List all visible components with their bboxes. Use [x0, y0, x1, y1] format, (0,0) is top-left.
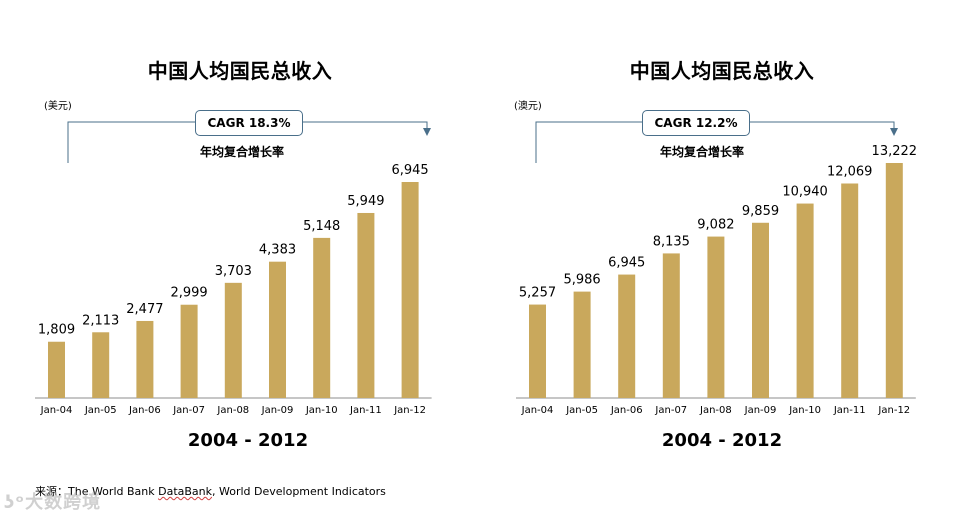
bar [662, 253, 680, 398]
bar-value-label: 4,383 [259, 243, 296, 258]
x-tick-label: Jan-07 [654, 405, 687, 416]
unit-label: (澳元) [514, 101, 542, 112]
x-tick-label: Jan-12 [393, 405, 426, 416]
period-label: 2004 - 2012 [187, 430, 309, 451]
source-note: 来源：The World Bank DataBank, World Develo… [35, 483, 386, 499]
x-tick-label: Jan-06 [128, 405, 161, 416]
bar-value-label: 2,999 [170, 286, 207, 301]
x-tick-label: Jan-10 [305, 405, 338, 416]
unit-label: (美元) [44, 101, 72, 112]
x-tick-label: Jan-09 [744, 405, 777, 416]
bar [796, 203, 814, 398]
bar [707, 236, 725, 398]
watermark-icon: ʖᵒ [4, 492, 26, 513]
x-tick-label: Jan-04 [521, 405, 554, 416]
x-tick-label: Jan-07 [172, 405, 205, 416]
x-tick-label: Jan-08 [699, 405, 732, 416]
cagr-subtitle: 年均复合增长率 [200, 145, 285, 159]
bar [180, 304, 198, 398]
bar-value-label: 6,945 [608, 256, 645, 271]
watermark-text: 大数跨境 [25, 492, 102, 513]
cagr-badge: CAGR 18.3% [195, 110, 303, 136]
period-label: 2004 - 2012 [661, 430, 783, 451]
bar [269, 261, 286, 398]
x-tick-label: Jan-11 [833, 405, 866, 416]
bar [357, 212, 375, 398]
cagr-arrow-icon [890, 128, 898, 136]
bar-value-label: 5,949 [347, 194, 384, 209]
bar-chart: 1,809 Jan-04 2,113 Jan-05 2,477 Jan-06 2,999 Ja… [35, 121, 432, 416]
source-databank: DataBank [158, 485, 213, 498]
bar-chart: 5,257 Jan-04 5,986 Jan-05 6,945 Jan-06 8,135 Ja… [516, 121, 918, 416]
bar [618, 274, 636, 398]
bar [92, 332, 110, 398]
x-tick-label: Jan-08 [216, 405, 249, 416]
bar-value-label: 2,113 [82, 313, 119, 328]
bar-value-label: 10,940 [782, 185, 828, 200]
cagr-badge: CAGR 12.2% [642, 110, 750, 136]
watermark-logo: ʖᵒ大数跨境 [4, 488, 101, 514]
bar-value-label: 3,703 [215, 264, 252, 279]
bar-value-label: 2,477 [126, 302, 163, 317]
x-tick-label: Jan-05 [565, 405, 598, 416]
bar-value-label: 12,069 [827, 164, 873, 179]
x-tick-label: Jan-09 [261, 405, 294, 416]
x-tick-label: Jan-06 [610, 405, 643, 416]
bar [136, 320, 154, 398]
source-suffix: , World Development Indicators [212, 485, 386, 498]
bar-value-label: 9,859 [742, 204, 779, 219]
x-tick-label: Jan-04 [40, 405, 73, 416]
bar [573, 291, 591, 398]
cagr-arrow-icon [423, 128, 431, 136]
x-tick-label: Jan-11 [349, 405, 382, 416]
bar [313, 237, 331, 398]
chart-title: 中国人均国民总收入 [629, 59, 815, 83]
source-prefix: 来源：The World Bank [35, 485, 159, 498]
bar-value-label: 5,257 [519, 286, 556, 301]
bar-value-label: 6,945 [391, 163, 428, 178]
bar [752, 222, 769, 398]
bar [529, 304, 546, 398]
bar [841, 183, 859, 398]
chart-title: 中国人均国民总收入 [147, 59, 333, 83]
x-tick-label: Jan-12 [877, 405, 910, 416]
bar-value-label: 9,082 [697, 218, 734, 233]
x-tick-label: Jan-10 [788, 405, 821, 416]
bar-value-label: 8,135 [653, 234, 690, 249]
chart-panel-right: 中国人均国民总收入 (澳元) 5,257 Jan-04 5,986 Jan-05 6,9… [482, 0, 962, 470]
bar-value-label: 13,222 [872, 144, 918, 159]
chart-panel-left: 中国人均国民总收入 (美元) 1,809 Jan-04 2,113 Jan-05 2,4… [0, 0, 480, 470]
bar-value-label: 5,986 [563, 273, 600, 288]
bar [885, 163, 903, 398]
x-tick-label: Jan-05 [84, 405, 117, 416]
bar [48, 341, 65, 398]
cagr-subtitle: 年均复合增长率 [660, 145, 745, 159]
bar-value-label: 5,148 [303, 219, 340, 234]
bar-value-label: 1,809 [38, 323, 75, 338]
bar [224, 282, 242, 398]
bar [401, 182, 419, 398]
